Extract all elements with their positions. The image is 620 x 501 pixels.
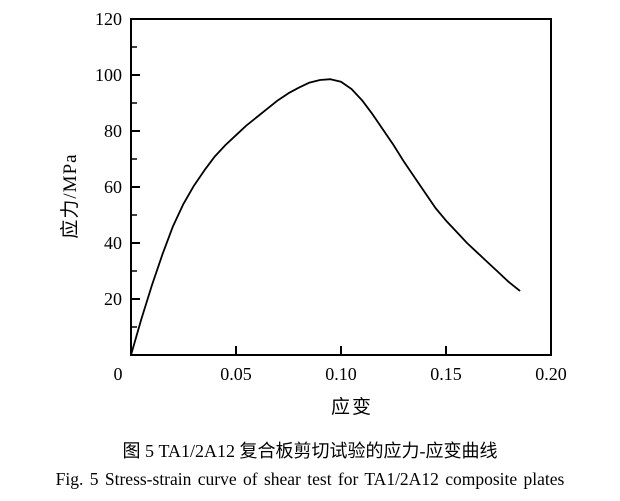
- plot-frame: [130, 18, 552, 356]
- y-tick-label: 60: [104, 177, 122, 197]
- plot-area: 0 0.05 0.10 0.15 0.20 20 40 60 80 100 120: [95, 9, 567, 384]
- x-tick-label: 0: [114, 364, 123, 384]
- stress-strain-curve: [130, 78, 521, 356]
- caption-chinese: 图 5 TA1/2A12 复合板剪切试验的应力-应变曲线: [122, 441, 498, 461]
- y-tick-label: 120: [95, 9, 122, 29]
- x-tick-label: 0.05: [220, 364, 252, 384]
- x-tick-label: 0.15: [430, 364, 462, 384]
- y-tick-label: 20: [104, 289, 122, 309]
- x-axis-title: 应变: [330, 397, 373, 418]
- caption-english: Fig. 5 Stress-strain curve of shear test…: [55, 469, 565, 489]
- y-axis-title: 应力/MPa: [60, 153, 81, 239]
- y-tick-label: 40: [104, 233, 122, 253]
- x-tick-label: 0.20: [535, 364, 567, 384]
- y-tick-label: 80: [104, 121, 122, 141]
- x-tick-label: 0.10: [325, 364, 357, 384]
- y-tick-label: 100: [95, 65, 122, 85]
